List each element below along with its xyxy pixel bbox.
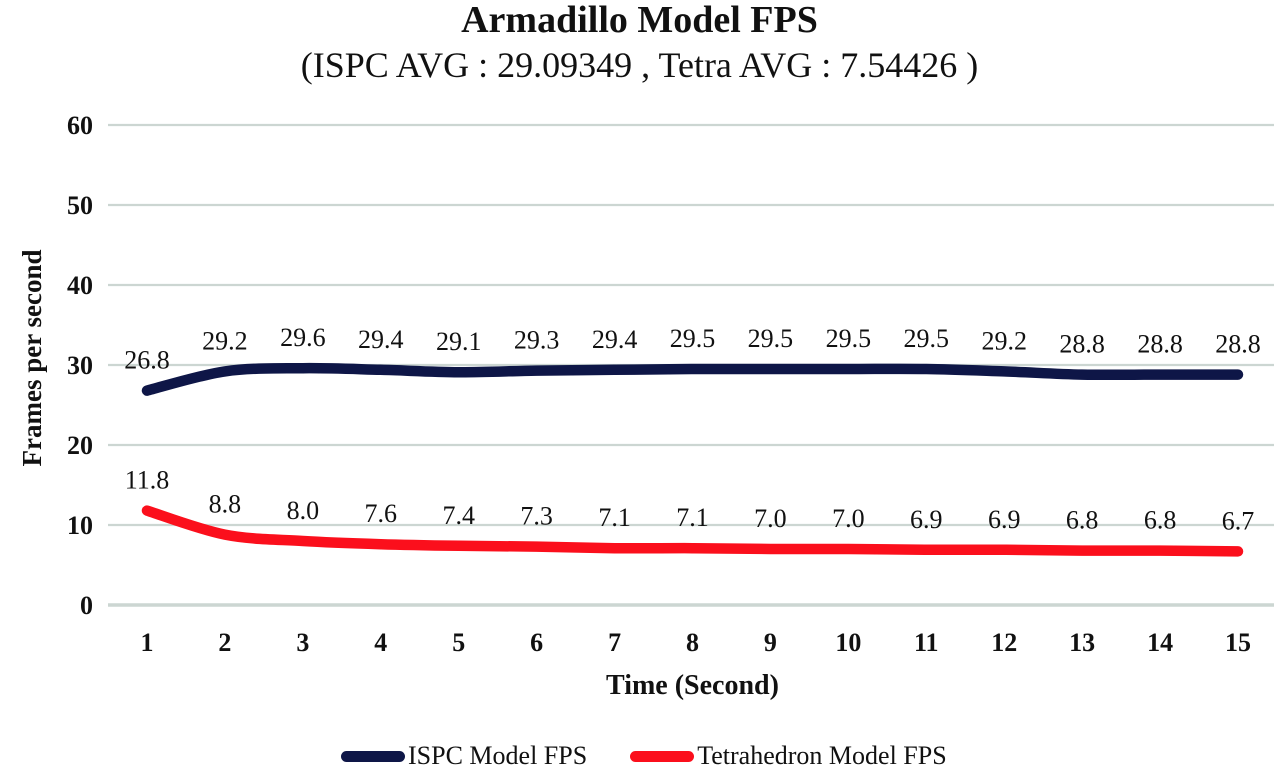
legend-item-tetrahedron: Tetrahedron Model FPS [630,743,947,769]
data-label-s0-x1: 26.8 [124,346,170,375]
data-label-s1-x14: 6.8 [1144,506,1177,535]
y-tick-label-10: 10 [67,511,93,540]
x-tick-label-11: 11 [914,628,939,657]
data-label-s1-x3: 8.0 [287,496,320,525]
chart-subtitle: (ISPC AVG : 29.09349 , Tetra AVG : 7.544… [300,45,979,85]
data-label-s1-x4: 7.6 [365,499,398,528]
y-tick-label-40: 40 [67,271,93,300]
data-label-s1-x15: 6.7 [1222,506,1255,535]
legend-swatch-tetrahedron [630,750,695,762]
x-tick-label-13: 13 [1069,628,1095,657]
data-label-s0-x15: 28.8 [1215,330,1261,359]
data-label-s1-x1: 11.8 [125,466,170,495]
x-tick-label-2: 2 [218,628,231,657]
data-label-s0-x6: 29.3 [514,326,560,355]
x-axis-title: Time (Second) [606,670,779,701]
data-label-s1-x7: 7.1 [598,503,631,532]
x-tick-label-15: 15 [1225,628,1251,657]
data-label-s1-x8: 7.1 [676,503,709,532]
y-tick-label-50: 50 [67,191,93,220]
x-tick-label-4: 4 [374,628,387,657]
data-label-s1-x2: 8.8 [209,490,242,519]
x-tick-label-8: 8 [686,628,699,657]
data-label-s1-x9: 7.0 [754,504,787,533]
data-label-s0-x5: 29.1 [436,327,482,356]
data-label-s1-x13: 6.8 [1066,506,1099,535]
x-tick-label-6: 6 [530,628,543,657]
x-tick-label-10: 10 [835,628,861,657]
data-label-s1-x12: 6.9 [988,505,1021,534]
data-label-s1-x10: 7.0 [832,504,865,533]
data-label-s1-x6: 7.3 [520,502,553,531]
data-label-s0-x13: 28.8 [1059,330,1105,359]
legend-item-ispc: ISPC Model FPS [341,743,587,769]
data-label-s1-x11: 6.9 [910,505,943,534]
series-line-1 [141,505,1244,557]
x-tick-label-1: 1 [141,628,154,657]
legend-label-tetrahedron: Tetrahedron Model FPS [697,741,947,770]
x-tick-label-7: 7 [608,628,621,657]
x-tick-label-12: 12 [991,628,1017,657]
data-label-s0-x9: 29.5 [748,324,794,353]
data-label-s0-x10: 29.5 [826,324,872,353]
series-line-0 [141,362,1244,396]
legend-label-ispc: ISPC Model FPS [408,741,588,770]
data-label-s0-x14: 28.8 [1137,330,1183,359]
x-tick-label-9: 9 [764,628,777,657]
legend-swatch-ispc [341,750,405,762]
data-label-s1-x5: 7.4 [442,501,475,530]
data-label-s0-x12: 29.2 [981,326,1027,355]
x-tick-label-14: 14 [1147,628,1173,657]
data-label-s0-x11: 29.5 [904,324,950,353]
x-tick-label-3: 3 [296,628,309,657]
chart-title: Armadillo Model FPS [461,0,818,41]
data-label-s0-x8: 29.5 [670,324,716,353]
y-tick-label-20: 20 [67,431,93,460]
y-tick-label-60: 60 [67,111,93,140]
data-label-s0-x7: 29.4 [592,325,638,354]
data-label-s0-x3: 29.6 [280,323,326,352]
data-label-s0-x2: 29.2 [202,326,248,355]
legend: ISPC Model FPS Tetrahedron Model FPS [341,743,947,769]
data-label-s0-x4: 29.4 [358,325,404,354]
x-tick-label-5: 5 [452,628,465,657]
y-tick-label-0: 0 [80,591,93,620]
y-tick-label-30: 30 [67,351,93,380]
